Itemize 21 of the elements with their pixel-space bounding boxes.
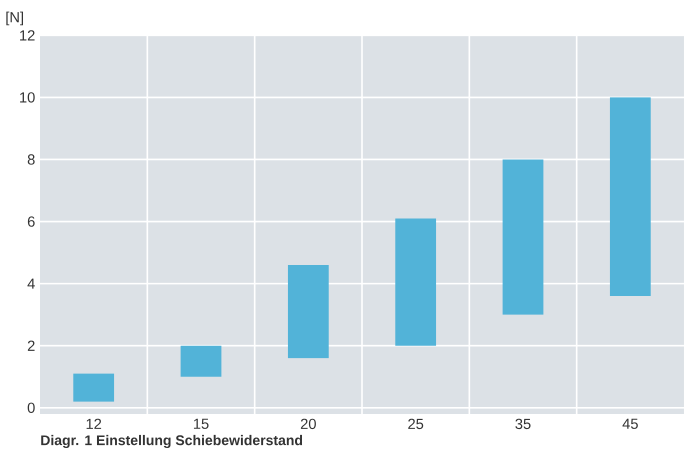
bar bbox=[180, 346, 222, 377]
bar bbox=[610, 97, 651, 296]
x-tick-label: 35 bbox=[515, 418, 531, 430]
y-tick-label: 0 bbox=[28, 402, 35, 413]
x-tick-label: 12 bbox=[86, 418, 102, 429]
y-tick-label: 4 bbox=[27, 278, 35, 289]
x-tick-label: 15 bbox=[194, 418, 209, 429]
x-tick-label: 20 bbox=[300, 418, 316, 430]
x-tick-label: 25 bbox=[408, 418, 424, 430]
y-tick-label: 12 bbox=[20, 30, 35, 40]
y-tick-label: 8 bbox=[28, 154, 35, 165]
y-tick-label: 10 bbox=[20, 92, 35, 103]
text: Diagr. 1 Einstellung Schiebewiderstand bbox=[41, 434, 302, 448]
bar bbox=[502, 159, 544, 315]
bar bbox=[288, 265, 329, 358]
bar bbox=[73, 374, 114, 402]
bar bbox=[395, 218, 436, 346]
y-tick-label: 2 bbox=[28, 340, 35, 351]
x-tick-label: 45 bbox=[622, 418, 638, 429]
y-tick-label: 6 bbox=[28, 216, 35, 227]
y-axis-title: [N] bbox=[6, 12, 24, 26]
